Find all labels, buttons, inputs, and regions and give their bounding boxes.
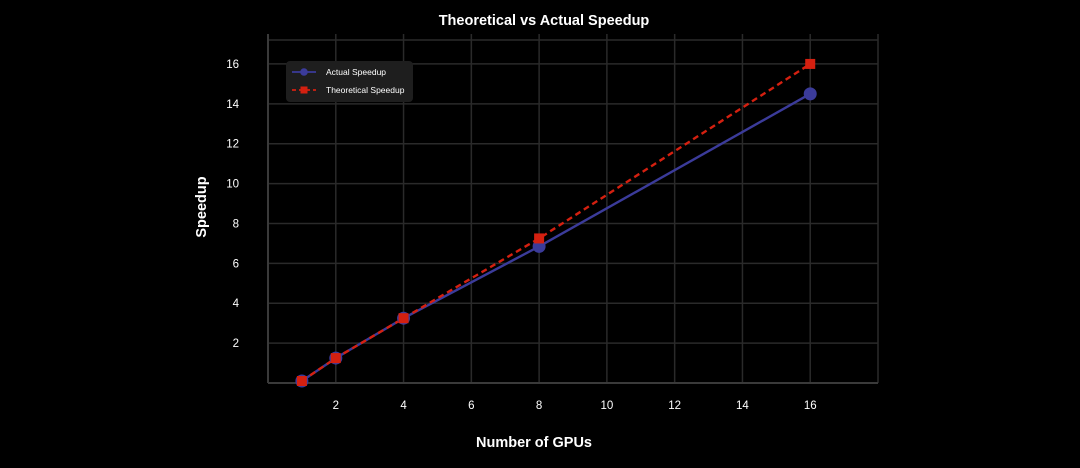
data-point-theoretical [296, 376, 307, 387]
y-tick-label: 6 [233, 258, 239, 270]
y-tick-label: 16 [226, 59, 239, 71]
legend-label: Theoretical Speedup [326, 85, 405, 95]
y-tick-label: 4 [233, 298, 240, 310]
x-axis-label: Number of GPUs [476, 435, 592, 451]
x-tick-label: 14 [736, 400, 749, 412]
x-tick-label: 8 [536, 400, 542, 412]
y-tick-label: 2 [233, 338, 239, 350]
data-point-theoretical [805, 58, 816, 69]
y-tick-label: 12 [226, 139, 239, 151]
y-tick-label: 14 [226, 99, 239, 111]
grid [267, 34, 879, 383]
data-point-theoretical [398, 313, 409, 324]
x-tick-label: 12 [668, 400, 681, 412]
legend: Actual Speedup Theoretical Speedup [286, 61, 413, 102]
data-point-actual [803, 87, 817, 101]
x-tick-label: 16 [804, 400, 817, 412]
y-tick-label: 10 [226, 179, 239, 191]
tick-labels: 2 4 6 8 10 12 14 16 2 4 6 8 10 12 14 16 [226, 59, 816, 412]
x-tick-label: 6 [468, 400, 474, 412]
legend-marker [300, 86, 308, 94]
legend-box [286, 61, 413, 102]
x-tick-label: 10 [600, 400, 613, 412]
data-point-theoretical [534, 233, 545, 244]
y-tick-label: 8 [233, 218, 239, 230]
legend-label: Actual Speedup [326, 67, 386, 77]
y-axis-label: Speedup [194, 176, 210, 237]
data-point-theoretical [330, 353, 341, 364]
x-tick-label: 4 [400, 400, 407, 412]
x-tick-label: 2 [333, 400, 339, 412]
legend-marker [300, 68, 308, 76]
chart-title: Theoretical vs Actual Speedup [439, 13, 650, 29]
series-line [301, 92, 811, 382]
series-line [301, 62, 811, 382]
axes [267, 34, 878, 384]
series [295, 58, 817, 388]
